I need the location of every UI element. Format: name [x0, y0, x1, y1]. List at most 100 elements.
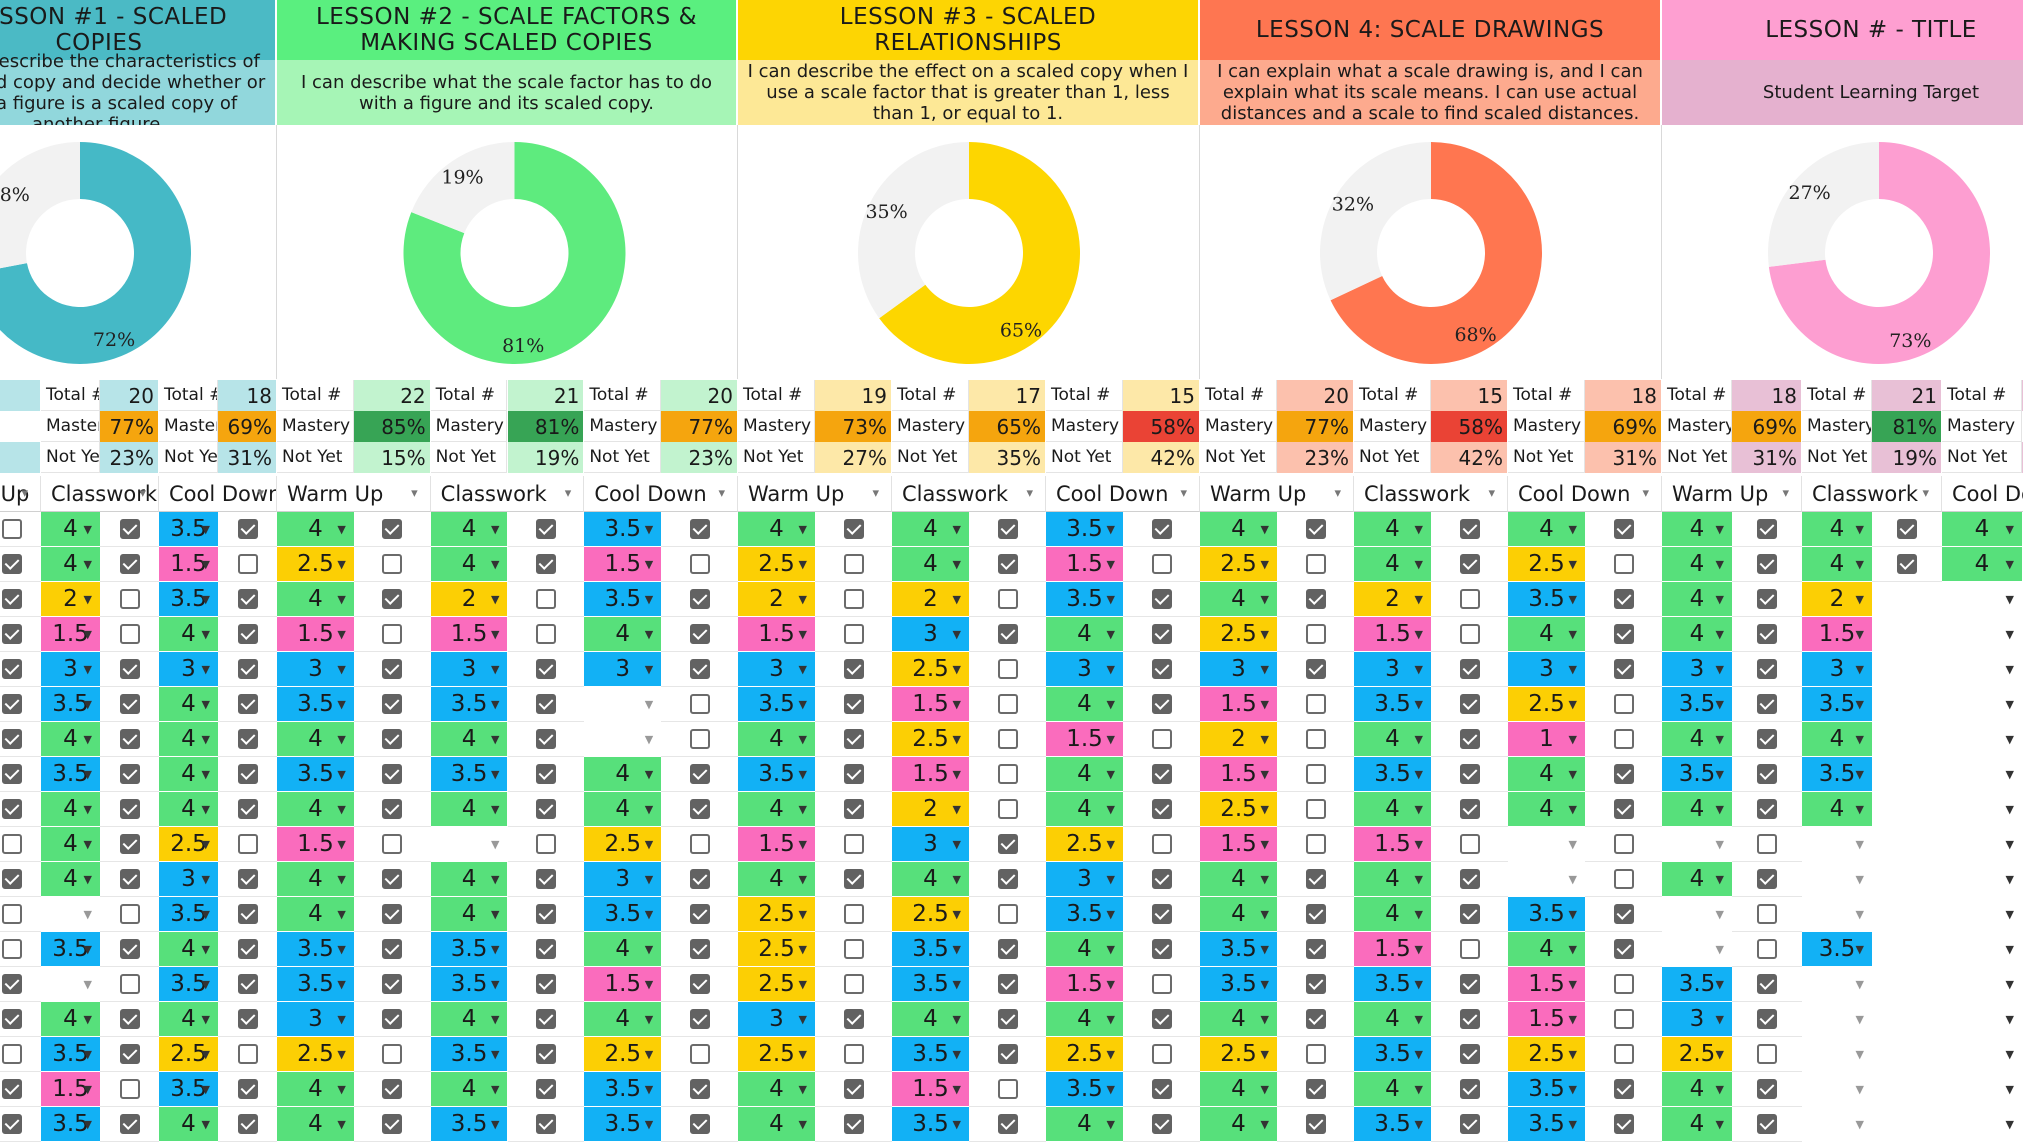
score-dropdown[interactable]: 4 ▼: [1354, 897, 1431, 932]
score-dropdown[interactable]: ▼: [1942, 1072, 2022, 1107]
completion-checkbox[interactable]: [1459, 869, 1480, 889]
completion-checkbox[interactable]: [1613, 1079, 1634, 1099]
score-dropdown[interactable]: 4 ▼: [1354, 722, 1431, 757]
completion-checkbox[interactable]: [843, 554, 864, 574]
score-dropdown[interactable]: 2 ▼: [430, 582, 508, 617]
score-dropdown[interactable]: ▼: [1942, 827, 2022, 862]
completion-checkbox[interactable]: [237, 589, 258, 609]
score-dropdown[interactable]: 1.5 ▼: [277, 827, 354, 862]
score-dropdown[interactable]: 3.5 ▼: [584, 897, 662, 932]
completion-checkbox[interactable]: [1, 799, 22, 819]
score-dropdown[interactable]: 3.5 ▼: [1802, 757, 1872, 792]
completion-checkbox[interactable]: [119, 554, 140, 574]
completion-checkbox[interactable]: [1757, 1044, 1777, 1064]
completion-checkbox[interactable]: [843, 589, 864, 609]
completion-checkbox[interactable]: [237, 1009, 258, 1029]
score-dropdown[interactable]: 3.5 ▼: [159, 1072, 218, 1107]
completion-checkbox[interactable]: [1459, 519, 1480, 539]
completion-checkbox[interactable]: [1613, 904, 1634, 924]
score-dropdown[interactable]: ▼: [430, 827, 508, 862]
completion-checkbox[interactable]: [1897, 519, 1917, 539]
completion-checkbox[interactable]: [1151, 624, 1172, 644]
score-dropdown[interactable]: ▼: [1942, 792, 2022, 827]
score-dropdown[interactable]: 1.5 ▼: [1802, 617, 1872, 652]
completion-checkbox[interactable]: [237, 624, 258, 644]
score-dropdown[interactable]: 3.5 ▼: [1662, 757, 1732, 792]
completion-checkbox[interactable]: [237, 799, 258, 819]
completion-checkbox[interactable]: [237, 659, 258, 679]
score-dropdown[interactable]: 4 ▼: [41, 827, 100, 862]
completion-checkbox[interactable]: [382, 519, 403, 539]
completion-checkbox[interactable]: [1, 904, 22, 924]
score-dropdown[interactable]: 4 ▼: [1046, 687, 1123, 722]
completion-checkbox[interactable]: [237, 1114, 258, 1134]
completion-checkbox[interactable]: [689, 554, 710, 574]
score-dropdown[interactable]: 3.5 ▼: [1200, 932, 1277, 967]
completion-checkbox[interactable]: [237, 1079, 258, 1099]
completion-checkbox[interactable]: [1, 519, 22, 539]
completion-checkbox[interactable]: [119, 764, 140, 784]
completion-checkbox[interactable]: [1613, 659, 1634, 679]
score-dropdown[interactable]: 3.5 ▼: [1046, 897, 1123, 932]
column-header-classwork[interactable]: Classwork ▾: [1354, 476, 1508, 512]
completion-checkbox[interactable]: [1305, 764, 1326, 784]
score-dropdown[interactable]: 4 ▼: [584, 1002, 662, 1037]
completion-checkbox[interactable]: [1757, 694, 1777, 714]
column-header-warm-up[interactable]: Warm Up ▾: [277, 476, 431, 512]
score-dropdown[interactable]: 2 ▼: [738, 582, 815, 617]
score-dropdown[interactable]: ▼: [1942, 1037, 2022, 1072]
score-dropdown[interactable]: 2.5 ▼: [892, 897, 969, 932]
score-dropdown[interactable]: ▼: [1942, 582, 2022, 617]
completion-checkbox[interactable]: [535, 729, 556, 749]
completion-checkbox[interactable]: [119, 939, 140, 959]
score-dropdown[interactable]: 3.5 ▼: [738, 757, 815, 792]
completion-checkbox[interactable]: [1, 939, 22, 959]
completion-checkbox[interactable]: [1757, 939, 1777, 959]
score-dropdown[interactable]: 3 ▼: [738, 652, 815, 687]
score-dropdown[interactable]: ▼: [1942, 652, 2022, 687]
completion-checkbox[interactable]: [1151, 1079, 1172, 1099]
completion-checkbox[interactable]: [119, 799, 140, 819]
completion-checkbox[interactable]: [1757, 834, 1777, 854]
score-dropdown[interactable]: 3.5 ▼: [1508, 1107, 1585, 1142]
completion-checkbox[interactable]: [382, 974, 403, 994]
score-dropdown[interactable]: 4 ▼: [738, 862, 815, 897]
score-dropdown[interactable]: 4 ▼: [1802, 512, 1872, 547]
score-dropdown[interactable]: 4 ▼: [1046, 1002, 1123, 1037]
score-dropdown[interactable]: 3.5 ▼: [1354, 757, 1431, 792]
completion-checkbox[interactable]: [119, 1044, 140, 1064]
score-dropdown[interactable]: 2.5 ▼: [892, 652, 969, 687]
score-dropdown[interactable]: 1.5 ▼: [1046, 722, 1123, 757]
completion-checkbox[interactable]: [1305, 554, 1326, 574]
score-dropdown[interactable]: ▼: [1662, 932, 1732, 967]
completion-checkbox[interactable]: [1459, 1079, 1480, 1099]
completion-checkbox[interactable]: [689, 939, 710, 959]
completion-checkbox[interactable]: [689, 1114, 710, 1134]
completion-checkbox[interactable]: [382, 799, 403, 819]
score-dropdown[interactable]: 3 ▼: [1200, 652, 1277, 687]
score-dropdown[interactable]: 4 ▼: [277, 897, 354, 932]
completion-checkbox[interactable]: [1305, 729, 1326, 749]
completion-checkbox[interactable]: [119, 519, 140, 539]
completion-checkbox[interactable]: [1305, 694, 1326, 714]
score-dropdown[interactable]: 2.5 ▼: [1200, 1037, 1277, 1072]
completion-checkbox[interactable]: [997, 1079, 1018, 1099]
filter-dropdown-icon[interactable]: ▾: [411, 486, 418, 501]
score-dropdown[interactable]: 2 ▼: [1802, 582, 1872, 617]
filter-dropdown-icon[interactable]: ▾: [564, 486, 572, 501]
completion-checkbox[interactable]: [997, 869, 1018, 889]
filter-dropdown-icon[interactable]: ▾: [1642, 486, 1649, 501]
completion-checkbox[interactable]: [843, 799, 864, 819]
completion-checkbox[interactable]: [1, 694, 22, 714]
score-dropdown[interactable]: 4 ▼: [1802, 792, 1872, 827]
score-dropdown[interactable]: 4 ▼: [159, 722, 218, 757]
score-dropdown[interactable]: 3 ▼: [1662, 1002, 1732, 1037]
score-dropdown[interactable]: 2.5 ▼: [738, 967, 815, 1002]
completion-checkbox[interactable]: [1459, 1044, 1480, 1064]
score-dropdown[interactable]: 4 ▼: [1508, 932, 1585, 967]
score-dropdown[interactable]: 4 ▼: [1200, 897, 1277, 932]
completion-checkbox[interactable]: [1305, 1044, 1326, 1064]
completion-checkbox[interactable]: [1151, 519, 1172, 539]
completion-checkbox[interactable]: [119, 659, 140, 679]
score-dropdown[interactable]: 3.5 ▼: [430, 967, 508, 1002]
